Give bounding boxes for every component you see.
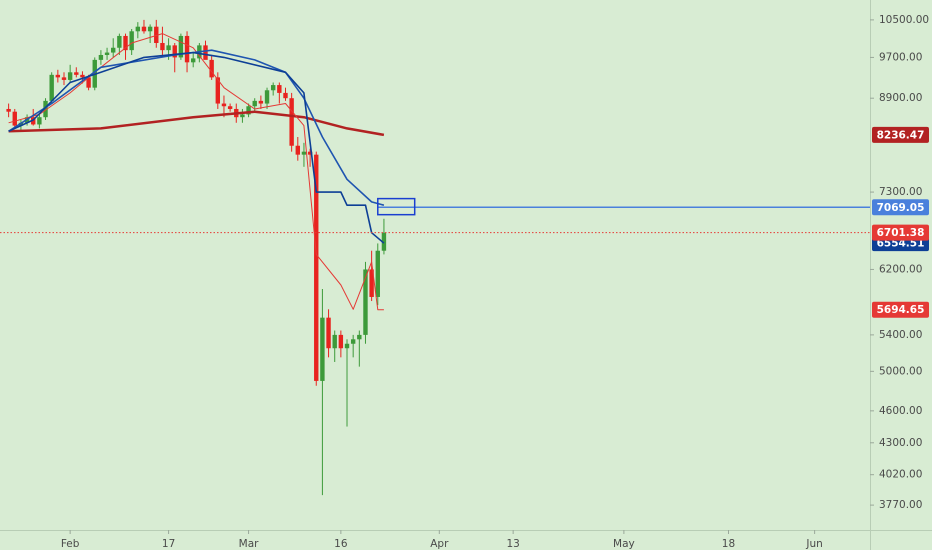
- candle-body: [55, 74, 61, 78]
- candle-body: [227, 106, 233, 109]
- candle-body: [67, 72, 73, 80]
- candle-body: [123, 35, 128, 51]
- candle-body: [172, 45, 177, 58]
- candle-body: [178, 35, 184, 58]
- candle-body: [215, 77, 221, 104]
- x-tick-label: 17: [162, 538, 175, 550]
- y-tick-label: 3770.00: [879, 499, 922, 511]
- y-tick-label: 10500.00: [879, 14, 929, 26]
- candle-body: [166, 45, 171, 51]
- candle-body: [270, 85, 276, 91]
- candle-body: [221, 103, 227, 107]
- candle-body: [104, 52, 110, 55]
- candle-body: [147, 26, 153, 32]
- range-box: [377, 197, 416, 216]
- candle-body: [117, 35, 122, 48]
- candle-body: [350, 339, 356, 344]
- x-tick-label: Jun: [805, 538, 822, 550]
- candle-body: [375, 250, 380, 297]
- x-tick-label: May: [613, 538, 635, 550]
- indicator-line: [8, 49, 385, 206]
- plot-area: [6, 19, 387, 496]
- indicator-line: [8, 33, 384, 311]
- candle-body: [264, 90, 270, 104]
- candle-body: [344, 343, 350, 349]
- price-label-box: [872, 126, 929, 143]
- candle-body: [369, 269, 374, 297]
- candle-body: [86, 77, 91, 88]
- x-tick-label: Apr: [430, 538, 449, 550]
- candle-body: [141, 26, 147, 32]
- x-tick-label: 16: [334, 538, 348, 550]
- candle-body: [74, 72, 79, 75]
- x-tick-label: 18: [722, 538, 735, 550]
- candle-body: [190, 58, 196, 63]
- y-tick-label: 5000.00: [879, 365, 922, 377]
- x-tick-label: 13: [506, 538, 519, 550]
- candle-body: [12, 111, 17, 126]
- candle-body: [258, 100, 264, 104]
- y-tick-label: 4020.00: [879, 469, 922, 481]
- price-label: 8236.47: [877, 129, 925, 141]
- price-label: 6701.38: [877, 227, 925, 239]
- candle-body: [301, 151, 307, 155]
- candle-body: [307, 151, 313, 155]
- candle-body: [332, 334, 337, 349]
- y-tick-label: 6200.00: [879, 263, 922, 275]
- candle-body: [320, 317, 325, 381]
- candle-body: [80, 74, 85, 78]
- y-tick-label: 4600.00: [879, 405, 922, 417]
- candle-body: [6, 108, 11, 112]
- candle-body: [326, 317, 331, 349]
- candle-body: [283, 92, 288, 99]
- candle-body: [357, 334, 362, 340]
- candle-body: [209, 59, 214, 78]
- candle-body: [98, 54, 104, 60]
- candle-body: [381, 232, 387, 251]
- candle-body: [154, 26, 159, 43]
- candle-body: [160, 42, 165, 51]
- candle-body: [338, 334, 344, 349]
- candle-body: [289, 98, 294, 146]
- candle-body: [246, 106, 251, 115]
- candle-body: [203, 45, 208, 60]
- y-tick-label: 8900.00: [879, 92, 922, 104]
- candle-body: [61, 77, 67, 80]
- candle-body: [111, 47, 116, 53]
- y-tick-label: 5400.00: [879, 329, 922, 341]
- candle-body: [252, 100, 257, 107]
- candle-body: [240, 114, 245, 118]
- indicator-line: [8, 110, 385, 137]
- y-tick-label: 4300.00: [879, 437, 922, 449]
- price-label-box: [872, 301, 929, 318]
- candle-body: [363, 269, 368, 335]
- price-label-box: [872, 224, 929, 241]
- candle-body: [135, 26, 141, 32]
- indicator-line: [8, 51, 385, 244]
- candle-body: [277, 85, 282, 93]
- price-label-box: [872, 199, 929, 216]
- candle-body: [295, 145, 300, 155]
- candle-body: [37, 117, 42, 125]
- y-tick-label: 7300.00: [879, 186, 922, 198]
- candle-body: [314, 154, 319, 381]
- candle-body: [184, 35, 190, 63]
- candle-body: [43, 100, 48, 118]
- x-tick-label: Feb: [61, 538, 80, 550]
- candle-body: [129, 31, 134, 51]
- price-label: 5694.65: [877, 304, 925, 316]
- price-label: 7069.05: [877, 202, 925, 214]
- y-tick-label: 9700.00: [879, 51, 922, 63]
- x-tick-label: Mar: [239, 538, 259, 550]
- candle-body: [49, 74, 54, 101]
